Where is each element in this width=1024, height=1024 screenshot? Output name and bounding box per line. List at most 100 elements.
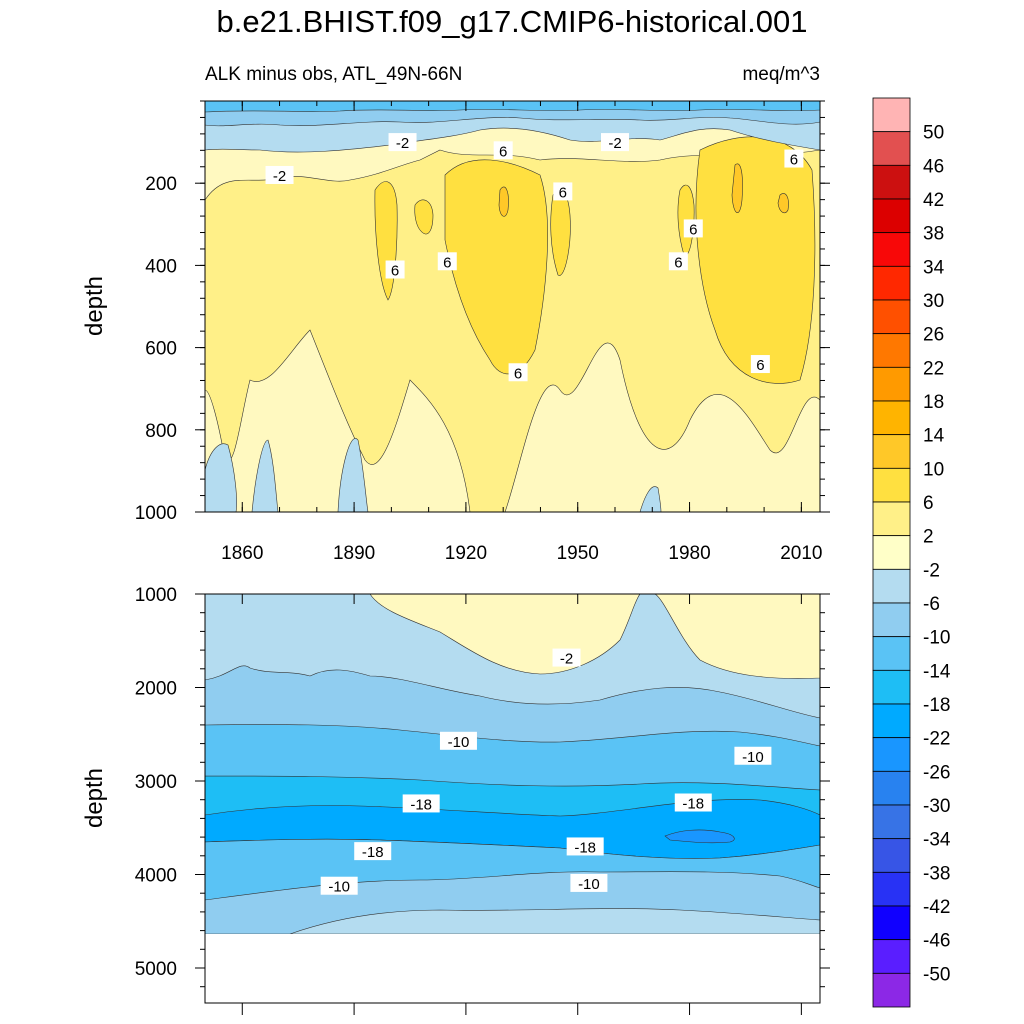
contour-label: -18: [362, 844, 384, 861]
colorbar-swatch: [872, 164, 911, 200]
colorbar-swatch: [872, 838, 911, 873]
contour-label: -18: [410, 796, 432, 813]
colorbar-label: 10: [923, 459, 944, 480]
contour-label: 6: [674, 254, 682, 271]
colorbar-swatch: [872, 636, 911, 671]
figure-title: b.e21.BHIST.f09_g17.CMIP6-historical.001: [216, 4, 808, 39]
y-tick-label: 2000: [135, 679, 177, 700]
colorbar-swatch: [872, 131, 911, 166]
colorbar-label: -26: [923, 762, 950, 783]
y-tick-label: 4000: [135, 866, 177, 887]
x-tick-label: 1950: [557, 543, 599, 564]
colorbar-label: -18: [923, 695, 950, 716]
contour-label: -2: [273, 168, 286, 185]
contour-label-bg: [439, 731, 477, 750]
contour-label-bg: [784, 149, 804, 168]
x-tick-label: 1860: [221, 543, 263, 564]
colorbar-label: -46: [923, 931, 950, 952]
x-tick-label: 2010: [780, 543, 822, 564]
contour-label-bg: [508, 363, 528, 382]
colorbar-swatch: [872, 467, 911, 503]
colorbar-label: -10: [923, 628, 950, 649]
contour-label: 6: [756, 357, 764, 374]
lower-y-axis-label: depth: [81, 768, 108, 828]
contour-label-bg: [354, 842, 392, 861]
colorbar-label: -50: [923, 964, 950, 985]
colorbar-swatch: [872, 905, 911, 941]
colorbar-swatch: [872, 198, 911, 234]
contour-label-bg: [570, 873, 608, 892]
x-tick-label: 1980: [668, 543, 710, 564]
contour-label: -10: [742, 749, 764, 766]
y-tick-label: 1000: [135, 585, 177, 606]
colorbar-swatch: [872, 400, 911, 436]
colorbar-swatch: [872, 299, 911, 335]
colorbar-label: -42: [923, 897, 950, 918]
contour-label-bg: [385, 260, 405, 279]
contour-label-bg: [402, 794, 440, 813]
upper-y-axis-label: depth: [81, 276, 108, 336]
colorbar-swatch: [872, 737, 911, 772]
colorbar-label: 22: [923, 358, 944, 379]
contour-label: -2: [396, 135, 409, 152]
colorbar-swatch: [872, 703, 911, 739]
contour-label-bg: [668, 252, 688, 271]
contour-label: -10: [578, 876, 600, 893]
colorbar-label: 34: [923, 257, 945, 278]
colorbar-label: -38: [923, 863, 950, 884]
colorbar: 50 46 42 38 34 30 26 22 18 14 10 6 2 -2 -6 -10 -14 -18 -22…: [872, 97, 951, 1008]
colorbar-label: 6: [923, 493, 934, 514]
colorbar-swatch: [872, 232, 911, 267]
contour-label: 6: [391, 263, 399, 280]
contour-label: -2: [560, 651, 573, 668]
colorbar-label: 14: [923, 426, 945, 447]
colorbar-swatch: [872, 535, 911, 570]
lower-contour-labels: -2 -10 -10 -18 -18 -18 -18 -10 -10: [320, 648, 772, 896]
contour-label-bg: [734, 746, 772, 765]
colorbar-swatch: [872, 434, 911, 469]
colorbar-swatch: [872, 333, 911, 368]
colorbar-swatch: [872, 804, 911, 840]
contour-label-bg: [320, 876, 358, 895]
colorbar-label: -2: [923, 560, 940, 581]
contour-label-bg: [552, 648, 581, 667]
x-tick-label: 1920: [445, 543, 487, 564]
contour-label: -2: [608, 135, 621, 152]
contour-label: 6: [559, 184, 567, 201]
colorbar-swatch: [872, 770, 911, 806]
colorbar-swatch: [872, 366, 911, 402]
colorbar-swatch: [872, 568, 911, 604]
y-tick-label: 400: [145, 256, 177, 277]
y-tick-label: 600: [145, 339, 177, 360]
colorbar-label: 50: [923, 123, 944, 144]
contour-label-bg: [683, 219, 703, 238]
colorbar-label: 30: [923, 291, 944, 312]
contour-label: 6: [514, 365, 522, 382]
contour-label-bg: [566, 837, 604, 856]
colorbar-swatch: [872, 939, 911, 974]
colorbar-label: -14: [923, 661, 951, 682]
contour-label: 6: [499, 143, 507, 160]
contour-label-bg: [674, 793, 712, 812]
upper-contour-fills: [205, 101, 820, 512]
colorbar-swatch: [872, 972, 911, 1008]
y-tick-label: 200: [145, 174, 177, 195]
colorbar-swatch: [872, 97, 911, 133]
colorbar-label: 38: [923, 224, 944, 245]
y-tick-label: 5000: [135, 959, 177, 980]
colorbar-label: -34: [923, 830, 951, 851]
colorbar-label: -6: [923, 594, 940, 615]
colorbar-swatch: [872, 871, 911, 907]
upper-panel: 1860 1890 1920 1950 1980 2010 200 400 600 800 1000…: [81, 100, 830, 564]
contour-label: -10: [448, 734, 470, 751]
panel-subtitle: ALK minus obs, ATL_49N-66N: [205, 64, 463, 85]
contour-label: -18: [574, 839, 596, 856]
contour-label: 6: [790, 152, 798, 169]
contour-label-bg: [601, 133, 629, 152]
x-tick-label: 1890: [333, 543, 375, 564]
y-tick-label: 800: [145, 421, 177, 442]
contour-label: 6: [689, 221, 697, 238]
contour-label: -10: [328, 879, 350, 896]
